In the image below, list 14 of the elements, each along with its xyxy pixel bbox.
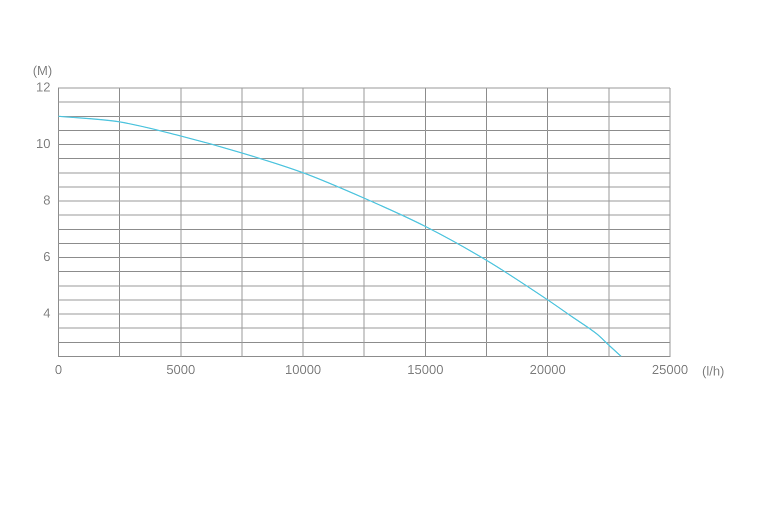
x-tick-label: 20000	[530, 362, 566, 377]
y-tick-label: 8	[43, 192, 50, 208]
x-tick-label: 0	[54, 362, 62, 377]
y-tick-label: 6	[43, 249, 50, 264]
x-tick-label: 10000	[285, 362, 322, 377]
y-tick-label: 12	[36, 80, 50, 95]
y-tick-label: 4	[43, 306, 50, 321]
x-tick-label: 5000	[166, 362, 196, 377]
x-axis-title: (l/h)	[702, 363, 724, 378]
y-tick-label: 10	[36, 136, 50, 152]
y-axis-title: (M)	[32, 63, 52, 78]
line-series	[58, 116, 622, 356]
x-tick-label: 15000	[407, 362, 444, 377]
x-tick-label: 25000	[652, 362, 688, 377]
